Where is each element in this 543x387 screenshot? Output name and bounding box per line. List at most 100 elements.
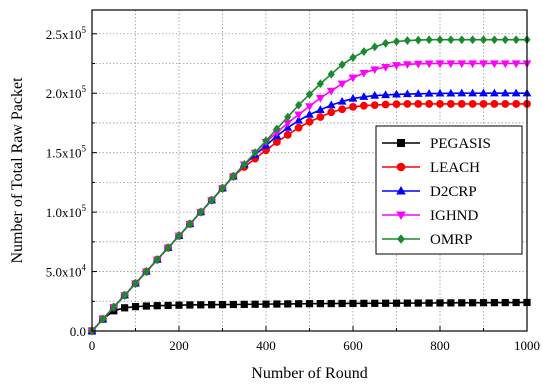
data-point-pegasis xyxy=(229,300,237,309)
data-point-d2crp xyxy=(489,88,499,97)
data-point-leach xyxy=(370,101,379,110)
data-point-pegasis xyxy=(262,300,270,308)
data-point-leach xyxy=(468,100,477,108)
data-point-d2crp xyxy=(348,93,358,102)
data-point-ighnd xyxy=(348,74,358,83)
data-point-pegasis xyxy=(197,301,205,309)
data-point-omrp xyxy=(316,79,324,89)
data-point-omrp xyxy=(208,195,216,205)
data-point-omrp xyxy=(110,302,118,312)
data-point-omrp xyxy=(327,69,335,79)
legend-marker-ighnd xyxy=(396,211,406,220)
data-point-d2crp xyxy=(294,115,304,124)
data-point-d2crp xyxy=(392,89,401,98)
data-point-ighnd xyxy=(381,63,391,72)
legend-label-omrp: OMRP xyxy=(430,232,473,248)
data-point-d2crp xyxy=(326,100,336,109)
data-point-omrp xyxy=(295,100,303,110)
data-point-pegasis xyxy=(251,300,259,308)
data-point-leach xyxy=(305,117,314,126)
y-tick-label: 5.0x104 xyxy=(46,263,87,280)
data-point-d2crp xyxy=(337,96,347,105)
data-point-omrp xyxy=(371,42,379,52)
y-tick-label: 1.5x105 xyxy=(46,144,87,161)
data-point-omrp xyxy=(403,36,411,45)
data-point-omrp xyxy=(436,35,444,45)
data-point-pegasis xyxy=(436,299,444,307)
data-point-omrp xyxy=(186,219,194,229)
data-point-d2crp xyxy=(402,89,412,98)
series-pegasis xyxy=(88,298,531,335)
data-point-pegasis xyxy=(360,299,368,307)
data-point-omrp xyxy=(447,35,455,45)
data-point-omrp xyxy=(142,267,150,276)
data-point-leach xyxy=(414,100,423,108)
data-point-ighnd xyxy=(305,103,314,111)
data-point-ighnd xyxy=(435,60,445,69)
data-point-omrp xyxy=(392,37,401,46)
data-point-omrp xyxy=(175,231,183,241)
data-point-pegasis xyxy=(382,299,390,307)
legend: PEGASIS LEACH D2CRP IGHND OMRP xyxy=(375,125,523,255)
data-point-pegasis xyxy=(425,299,433,307)
data-point-pegasis xyxy=(490,299,498,307)
x-tick-label: 800 xyxy=(430,338,450,353)
data-point-leach xyxy=(272,138,281,146)
data-point-d2crp xyxy=(479,88,488,97)
data-point-leach xyxy=(359,101,368,110)
x-tick-label: 400 xyxy=(256,338,276,353)
data-point-ighnd xyxy=(294,111,304,120)
data-point-omrp xyxy=(240,160,248,169)
data-point-d2crp xyxy=(381,90,391,99)
data-point-omrp xyxy=(501,35,509,45)
data-point-ighnd xyxy=(457,60,467,69)
data-point-omrp xyxy=(458,35,466,45)
data-point-leach xyxy=(349,102,357,111)
data-point-pegasis xyxy=(273,300,281,308)
data-point-d2crp xyxy=(370,91,380,99)
data-point-ighnd xyxy=(326,87,336,96)
data-point-pegasis xyxy=(218,301,227,309)
data-point-omrp xyxy=(382,38,390,48)
legend-marker-omrp xyxy=(397,234,405,244)
data-point-leach xyxy=(327,108,336,117)
x-tick-label: 200 xyxy=(169,338,189,353)
data-point-leach xyxy=(283,130,292,139)
data-point-ighnd xyxy=(511,60,521,69)
data-point-ighnd xyxy=(315,94,325,103)
data-point-leach xyxy=(446,100,455,108)
series-omrp xyxy=(88,35,531,336)
data-point-ighnd xyxy=(500,60,510,69)
data-point-ighnd xyxy=(489,60,499,69)
data-point-omrp xyxy=(284,112,292,122)
x-tick-label: 0 xyxy=(89,338,96,353)
data-point-leach xyxy=(479,100,488,108)
data-point-pegasis xyxy=(316,299,324,308)
axis-ticks: 0 200 400 600 800 1000 0.0 5.0x104 1.0x105 1.5x10… xyxy=(46,25,540,353)
data-point-pegasis xyxy=(284,300,292,308)
legend-label-leach: LEACH xyxy=(430,160,480,176)
legend-label-pegasis: PEGASIS xyxy=(430,136,491,152)
data-point-pegasis xyxy=(479,299,488,307)
data-point-omrp xyxy=(360,47,368,57)
data-point-pegasis xyxy=(458,299,466,307)
data-point-omrp xyxy=(262,136,270,146)
legend-item-ighnd: IGHND xyxy=(382,208,478,224)
data-point-d2crp xyxy=(500,88,510,97)
data-point-ighnd xyxy=(413,60,423,69)
y-axis-title: Number of Total Raw Packet xyxy=(9,77,26,264)
legend-item-d2crp: D2CRP xyxy=(382,184,477,200)
legend-item-pegasis: PEGASIS xyxy=(382,136,491,152)
data-point-leach xyxy=(403,100,412,108)
data-point-pegasis xyxy=(501,298,509,307)
legend-label-ighnd: IGHND xyxy=(430,208,478,224)
data-point-pegasis xyxy=(131,303,140,311)
data-point-leach xyxy=(425,100,434,108)
data-point-ighnd xyxy=(424,60,434,69)
data-point-omrp xyxy=(414,35,422,45)
data-point-ighnd xyxy=(337,80,347,89)
data-point-omrp xyxy=(469,35,477,45)
data-point-d2crp xyxy=(305,110,314,118)
data-point-ighnd xyxy=(479,60,488,69)
